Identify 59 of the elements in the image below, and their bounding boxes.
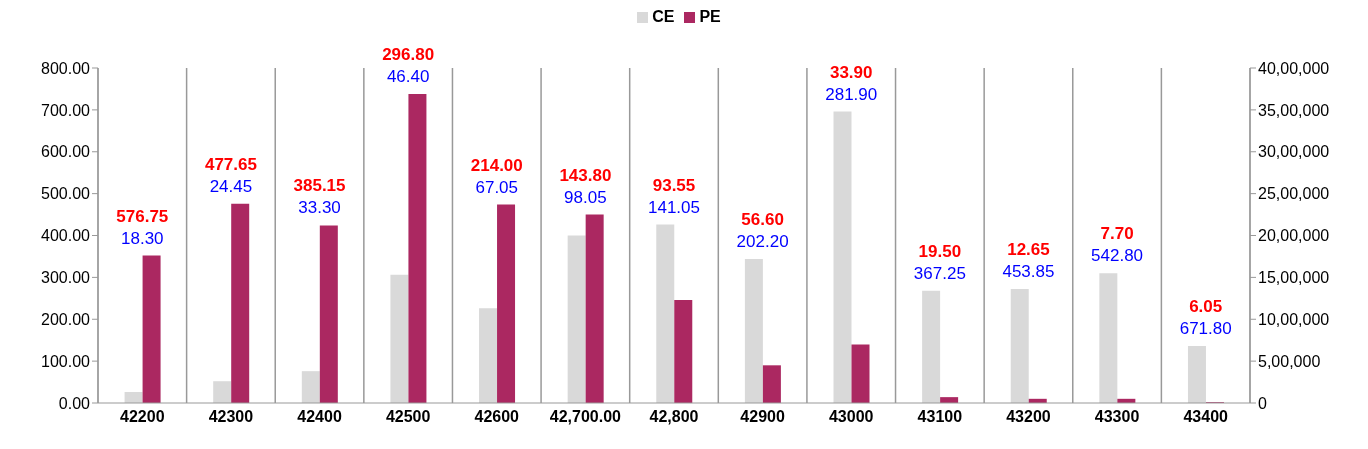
y2-tick-label: 15,00,000 [1258,269,1330,287]
annotation: 281.90 [825,84,878,104]
y2-tick-label: 5,00,000 [1258,352,1321,370]
x-tick-label: 42,700.00 [549,408,622,426]
annotation: 19.50 [918,241,962,261]
y2-tick-label: 35,00,000 [1258,101,1330,119]
y-tick-label: 800.00 [41,59,91,77]
x-tick-label: 43100 [917,408,963,426]
annotation: 141.05 [648,197,700,217]
y-tick-label: 400.00 [41,227,91,245]
annotation: 385.15 [293,176,346,196]
annotation: 453.85 [1002,262,1055,282]
annotation: 56.60 [741,209,784,229]
text: 296.80 [382,44,435,64]
x-tick-label: 43400 [1183,408,1229,426]
annotation: 33.30 [298,198,341,218]
annotation: 214.00 [470,155,523,175]
x-tick-label: 42600 [474,408,520,426]
annotation: 7.70 [1100,224,1134,244]
annotation: 93.55 [652,175,696,195]
y-tick-label: 600.00 [41,143,91,161]
annotation: 367.25 [913,263,966,283]
y2-tick-label: 10,00,000 [1258,310,1330,328]
annotation: 46.40 [386,66,430,86]
x-tick-label: 42300 [208,408,254,426]
y-tick-label: 0.00 [58,394,91,412]
y-tick-label: 500.00 [41,185,91,203]
legend-label: PE [699,8,721,25]
legend-label: CE [652,8,675,25]
y2-tick-label: 25,00,000 [1258,185,1330,203]
x-tick-label: 43300 [1094,408,1140,426]
annotation: 143.80 [559,165,612,185]
annotation: 18.30 [121,228,164,248]
x-tick-label: 43200 [1006,408,1051,426]
annotation: 67.05 [475,177,519,197]
y2-tick-label: 20,00,000 [1258,227,1330,245]
x-tick-label: 42400 [297,408,342,426]
annotation: 576.75 [116,206,169,226]
y2-tick-label: 30,00,000 [1258,143,1330,161]
y-tick-label: 700.00 [41,101,91,119]
x-tick-label: 42,800 [649,408,699,426]
annotation: 477.65 [204,154,257,174]
x-tick-label: 42500 [385,408,431,426]
annotation: 6.05 [1189,297,1223,317]
y-tick-label: 200.00 [41,310,91,328]
annotation: 33.90 [829,62,873,82]
annotation: 98.05 [564,187,607,207]
y-tick-label: 100.00 [41,352,91,370]
y2-tick-label: 0 [1258,394,1267,412]
y2-tick-label: 40,00,000 [1258,59,1330,77]
annotation: 12.65 [1007,240,1050,260]
annotation: 542.80 [1091,246,1144,266]
x-tick-label: 43000 [828,408,874,426]
annotation: 24.45 [209,176,253,196]
x-tick-label: 42200 [120,408,165,426]
annotation: 671.80 [1179,319,1232,339]
x-tick-label: 42900 [740,408,785,426]
y-tick-label: 300.00 [41,269,91,287]
annotation: 202.20 [736,231,789,251]
